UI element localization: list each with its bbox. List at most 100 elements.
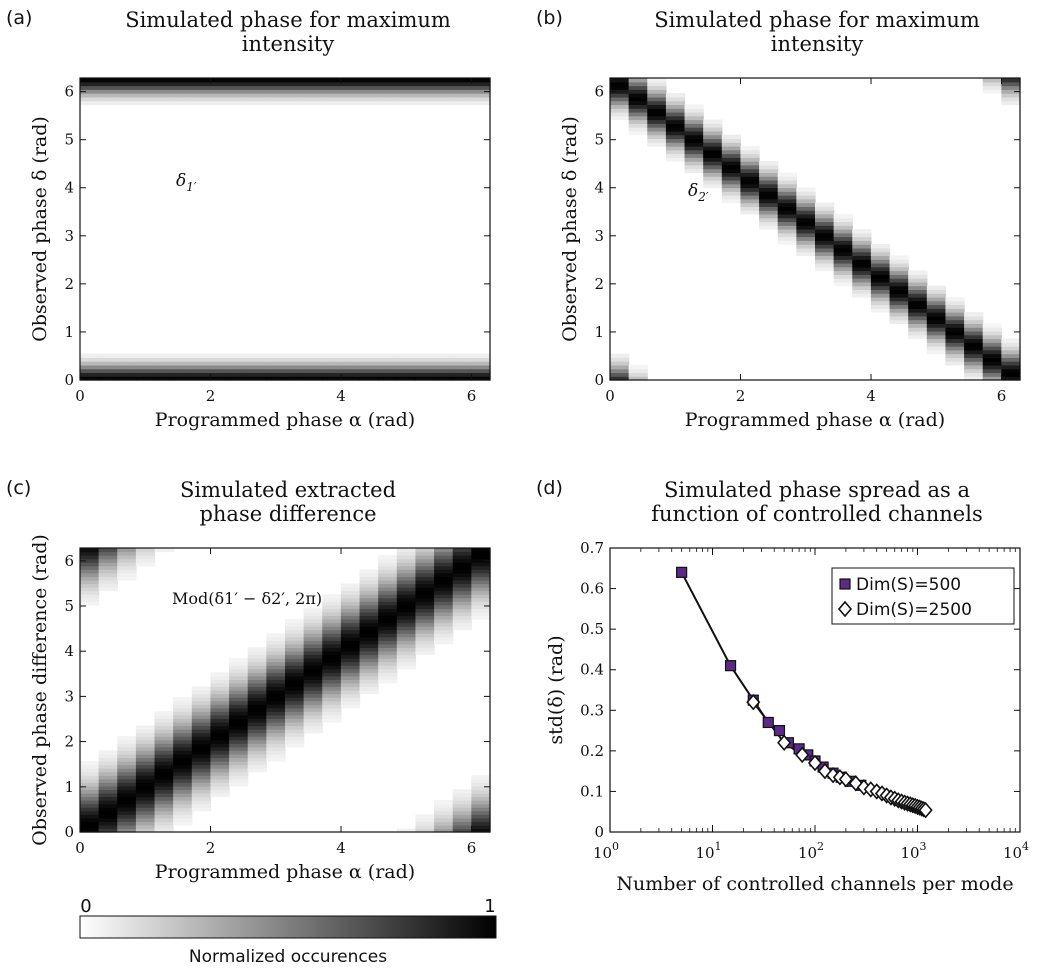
heatmap-cell xyxy=(359,611,379,617)
heatmap-cell xyxy=(247,100,267,106)
heatmap-cell xyxy=(98,800,118,805)
heatmap-cell xyxy=(684,130,704,136)
heatmap-cell xyxy=(945,330,965,336)
heatmap-cell xyxy=(703,164,723,170)
heatmap-cell xyxy=(154,96,174,102)
heatmap-cell xyxy=(777,202,797,207)
heatmap-cell xyxy=(982,323,1002,328)
heatmap-cell xyxy=(210,690,230,695)
heatmap-cell xyxy=(303,376,323,381)
heatmap-cell xyxy=(247,93,267,98)
heatmap-cell xyxy=(285,718,305,723)
heatmap-cell xyxy=(135,807,156,812)
heatmap-cell xyxy=(210,778,230,783)
heatmap-cell xyxy=(229,782,249,787)
heatmap-cell xyxy=(80,789,100,794)
heatmap-cell xyxy=(285,682,305,688)
heatmap-cell xyxy=(870,251,891,257)
heatmap-cell xyxy=(870,270,891,275)
heatmap-cell xyxy=(964,364,984,370)
heatmap-cell xyxy=(434,619,454,624)
heatmap-cell xyxy=(471,590,491,595)
heatmap-cell xyxy=(247,372,267,377)
heatmap-cell xyxy=(982,346,1002,351)
heatmap-cell xyxy=(266,78,286,83)
heatmap-cell xyxy=(889,304,909,309)
heatmap-cell xyxy=(471,796,491,801)
heatmap-cell xyxy=(359,679,379,684)
heatmap-cell xyxy=(665,130,686,136)
heatmap-cell xyxy=(415,376,435,381)
heatmap-cell xyxy=(359,81,379,87)
heatmap-cell xyxy=(303,697,323,702)
heatmap-cell xyxy=(98,376,118,381)
chart-title-line2: intensity xyxy=(771,32,864,56)
heatmap-cell xyxy=(229,704,249,709)
heatmap-cell xyxy=(415,814,435,819)
heatmap-cell xyxy=(815,262,835,268)
heatmap-cell xyxy=(247,690,267,695)
legend-marker-square xyxy=(839,578,851,590)
heatmap-cell xyxy=(396,594,417,599)
heatmap-cell xyxy=(191,85,212,90)
heatmap-cell xyxy=(154,718,174,723)
heatmap-cell xyxy=(889,312,909,317)
heatmap-cell xyxy=(982,357,1002,362)
heatmap-cell xyxy=(303,372,323,377)
heatmap-cell xyxy=(135,771,156,776)
heatmap-cell xyxy=(665,127,686,132)
heatmap-cell xyxy=(154,803,174,808)
heatmap-cell xyxy=(703,119,723,124)
heatmap-cell xyxy=(833,274,853,279)
heatmap-cell xyxy=(759,164,779,170)
panel-annotation: Mod(δ1′ − δ2′, 2π) xyxy=(172,589,322,608)
heatmap-cell xyxy=(117,803,137,808)
heatmap-cell xyxy=(665,142,686,147)
heatmap-cell xyxy=(434,597,454,602)
heatmap-cell xyxy=(173,361,193,366)
heatmap-cell xyxy=(322,629,342,634)
heatmap-cell xyxy=(759,217,779,223)
heatmap-cell xyxy=(471,81,491,87)
heatmap-cell xyxy=(340,693,361,698)
heatmap-cell xyxy=(322,626,342,631)
heatmap-cell xyxy=(247,711,267,716)
heatmap-cell xyxy=(210,750,230,755)
heatmap-cell xyxy=(684,119,704,124)
heatmap-cell xyxy=(154,821,174,826)
heatmap-cell xyxy=(210,792,230,798)
y-tick-label: 3 xyxy=(64,227,74,245)
heatmap-cell xyxy=(229,729,249,734)
heatmap-cell xyxy=(359,668,379,673)
heatmap-cell xyxy=(471,775,491,780)
heatmap-cell xyxy=(80,792,100,798)
heatmap-cell xyxy=(135,814,156,819)
heatmap-cell xyxy=(378,100,398,106)
heatmap-cell xyxy=(964,349,984,355)
heatmap-cell xyxy=(434,814,454,819)
heatmap-cell xyxy=(777,240,797,245)
heatmap-cell xyxy=(684,164,704,170)
heatmap-cell xyxy=(266,721,286,727)
heatmap-cell xyxy=(117,96,137,102)
heatmap-cell xyxy=(684,115,704,121)
heatmap-cell xyxy=(926,330,947,336)
heatmap-cell xyxy=(322,372,342,377)
heatmap-cell xyxy=(229,364,249,370)
heatmap-cell xyxy=(628,78,648,83)
heatmap-cell xyxy=(117,785,137,790)
heatmap-cell xyxy=(340,690,361,695)
heatmap-cell xyxy=(135,757,156,762)
heatmap-cell xyxy=(796,217,816,223)
heatmap-cell xyxy=(117,368,137,374)
heatmap-cell xyxy=(285,89,305,94)
heatmap-cell xyxy=(378,78,398,83)
data-point-diamond xyxy=(838,771,853,788)
heatmap-cell xyxy=(210,768,230,773)
heatmap-cell xyxy=(740,153,760,158)
heatmap-cell xyxy=(434,800,454,805)
heatmap-cell xyxy=(740,183,760,189)
heatmap-cell xyxy=(80,372,100,377)
heatmap-cell xyxy=(303,81,323,87)
heatmap-cell xyxy=(471,562,491,567)
